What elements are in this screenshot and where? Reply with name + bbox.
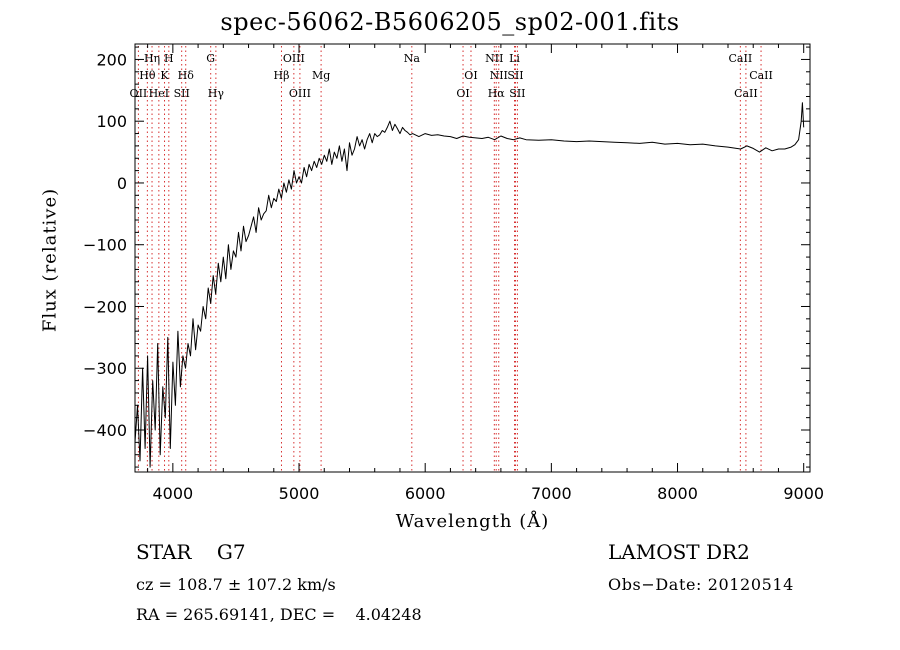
spectral-line-label: CaII: [729, 52, 753, 65]
spectral-line-label: K: [160, 69, 169, 82]
redshift-readout: cz = 108.7 ± 107.2 km/s: [136, 575, 336, 594]
x-tick-label: 7000: [531, 484, 572, 503]
coordinates-readout: RA = 265.69141, DEC = 4.04248: [136, 605, 422, 624]
y-tick-label: −100: [83, 236, 127, 255]
spectral-line-label: NII: [485, 52, 503, 65]
survey-name: LAMOST DR2: [608, 540, 750, 564]
x-tick-label: 5000: [279, 484, 320, 503]
spectral-line-label: Mg: [312, 69, 330, 82]
spectral-line-label: Hβ: [274, 69, 290, 82]
x-tick-label: 8000: [657, 484, 698, 503]
x-tick-label: 4000: [152, 484, 193, 503]
spectral-line-label: H: [164, 52, 174, 65]
spectral-line-label: SII: [507, 69, 523, 82]
spectrum-line: [134, 102, 805, 468]
spectral-line-label: Hγ: [208, 87, 225, 100]
x-tick-label: 6000: [405, 484, 446, 503]
plot-axes: 4000 5000 6000 7000 8000 9000 −400 −300 −200 −100…: [83, 43, 824, 503]
object-class: STAR G7: [136, 540, 246, 564]
plot-frame: [134, 43, 811, 473]
spectral-line-label: SII: [174, 87, 190, 100]
spectral-line-label: Li: [509, 52, 520, 65]
spectral-line-label: Hδ: [178, 69, 195, 82]
x-tick-label: 9000: [783, 484, 824, 503]
spectral-line-label: Hη: [144, 52, 160, 65]
spectral-line-label: HeI: [149, 87, 169, 100]
y-tick-label: 100: [96, 112, 127, 131]
spectral-line-label: NII: [490, 69, 508, 82]
y-axis-label: Flux (relative): [39, 187, 61, 333]
spectral-line-label: OIII: [289, 87, 311, 100]
spectral-line-label: OII: [130, 87, 148, 100]
spectral-line-label: OI: [464, 69, 477, 82]
spectral-line-label: OI: [456, 87, 469, 100]
spectral-line-markers: [137, 46, 762, 471]
observation-date: Obs−Date: 20120514: [608, 575, 794, 594]
spectral-line-label: Na: [404, 52, 421, 65]
spectral-line-label: OIII: [283, 52, 305, 65]
spectral-line-label: CaII: [734, 87, 758, 100]
spectral-line-label: CaII: [749, 69, 773, 82]
x-axis-label: Wavelength (Å): [395, 511, 550, 532]
y-tick-label: −200: [83, 297, 127, 316]
y-tick-label: −300: [83, 359, 127, 378]
y-tick-label: 0: [117, 174, 127, 193]
spectral-line-label: SII: [509, 87, 525, 100]
spectral-line-labels: OIIHθHηHeIKHSIIHδGHγHβOIIIOIIIMgNaOIOINI…: [130, 52, 773, 100]
spectral-line-label: Hα: [488, 87, 506, 100]
y-tick-label: −400: [83, 421, 127, 440]
spectral-line-label: G: [206, 52, 215, 65]
chart-title: spec-56062-B5606205_sp02-001.fits: [220, 8, 680, 36]
spectrum-series: [134, 102, 805, 468]
spectral-line-label: Hθ: [139, 69, 156, 82]
y-tick-label: 200: [96, 50, 127, 69]
